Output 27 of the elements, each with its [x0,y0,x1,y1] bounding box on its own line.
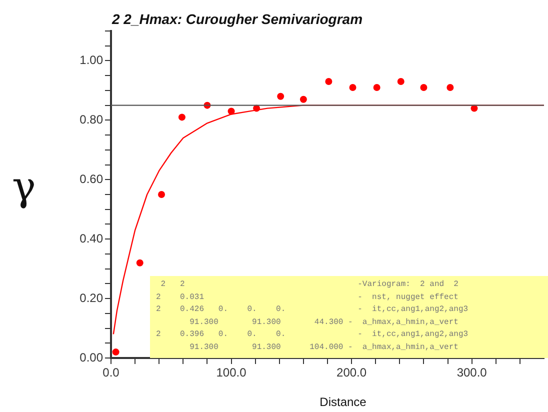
text-panel: 2 2 -Variogram: 2 and 2 2 0.031 - nst, nugget effect 2 0.426 0. 0. 0. - it,cc,ang1,ang2,ang3 91.300 91.300 44.300 - a_hmax,a_hmin,a_vert 2 0.396 0. 0. 0. - it,cc,ang1,ang2,ang3 91.300 91.300 104.000 - a_hmax,a_hmin,a_vert [150,276,548,358]
x-tick-label: 300.0 [456,366,488,380]
chart-title: 2 2_Hmax: Curougher Semivariogram [111,11,363,27]
point [325,78,332,86]
y-tick-label: 0.00 [80,350,104,364]
x-tick-label: 100.0 [216,366,247,380]
y-axis-title: γ [12,164,36,210]
y-tick-label: 1.00 [80,53,104,68]
y-tick-label: 0.20 [80,290,104,305]
point [178,114,186,121]
y-tick-label: 0.60 [80,172,104,186]
point [446,84,454,91]
point [228,108,235,115]
point [158,191,166,198]
point [300,96,307,103]
point [420,84,428,91]
point [373,84,380,91]
point [136,259,144,266]
point [112,348,120,356]
x-tick-label: 200.0 [336,366,367,380]
y-tick-label: 0.80 [80,112,104,126]
point [397,78,404,86]
x-tick-label: 0.0 [102,366,120,380]
x-axis-title: Distance [320,395,367,409]
y-tick-label: 0.40 [80,231,104,246]
point [349,84,356,91]
point [277,92,284,100]
